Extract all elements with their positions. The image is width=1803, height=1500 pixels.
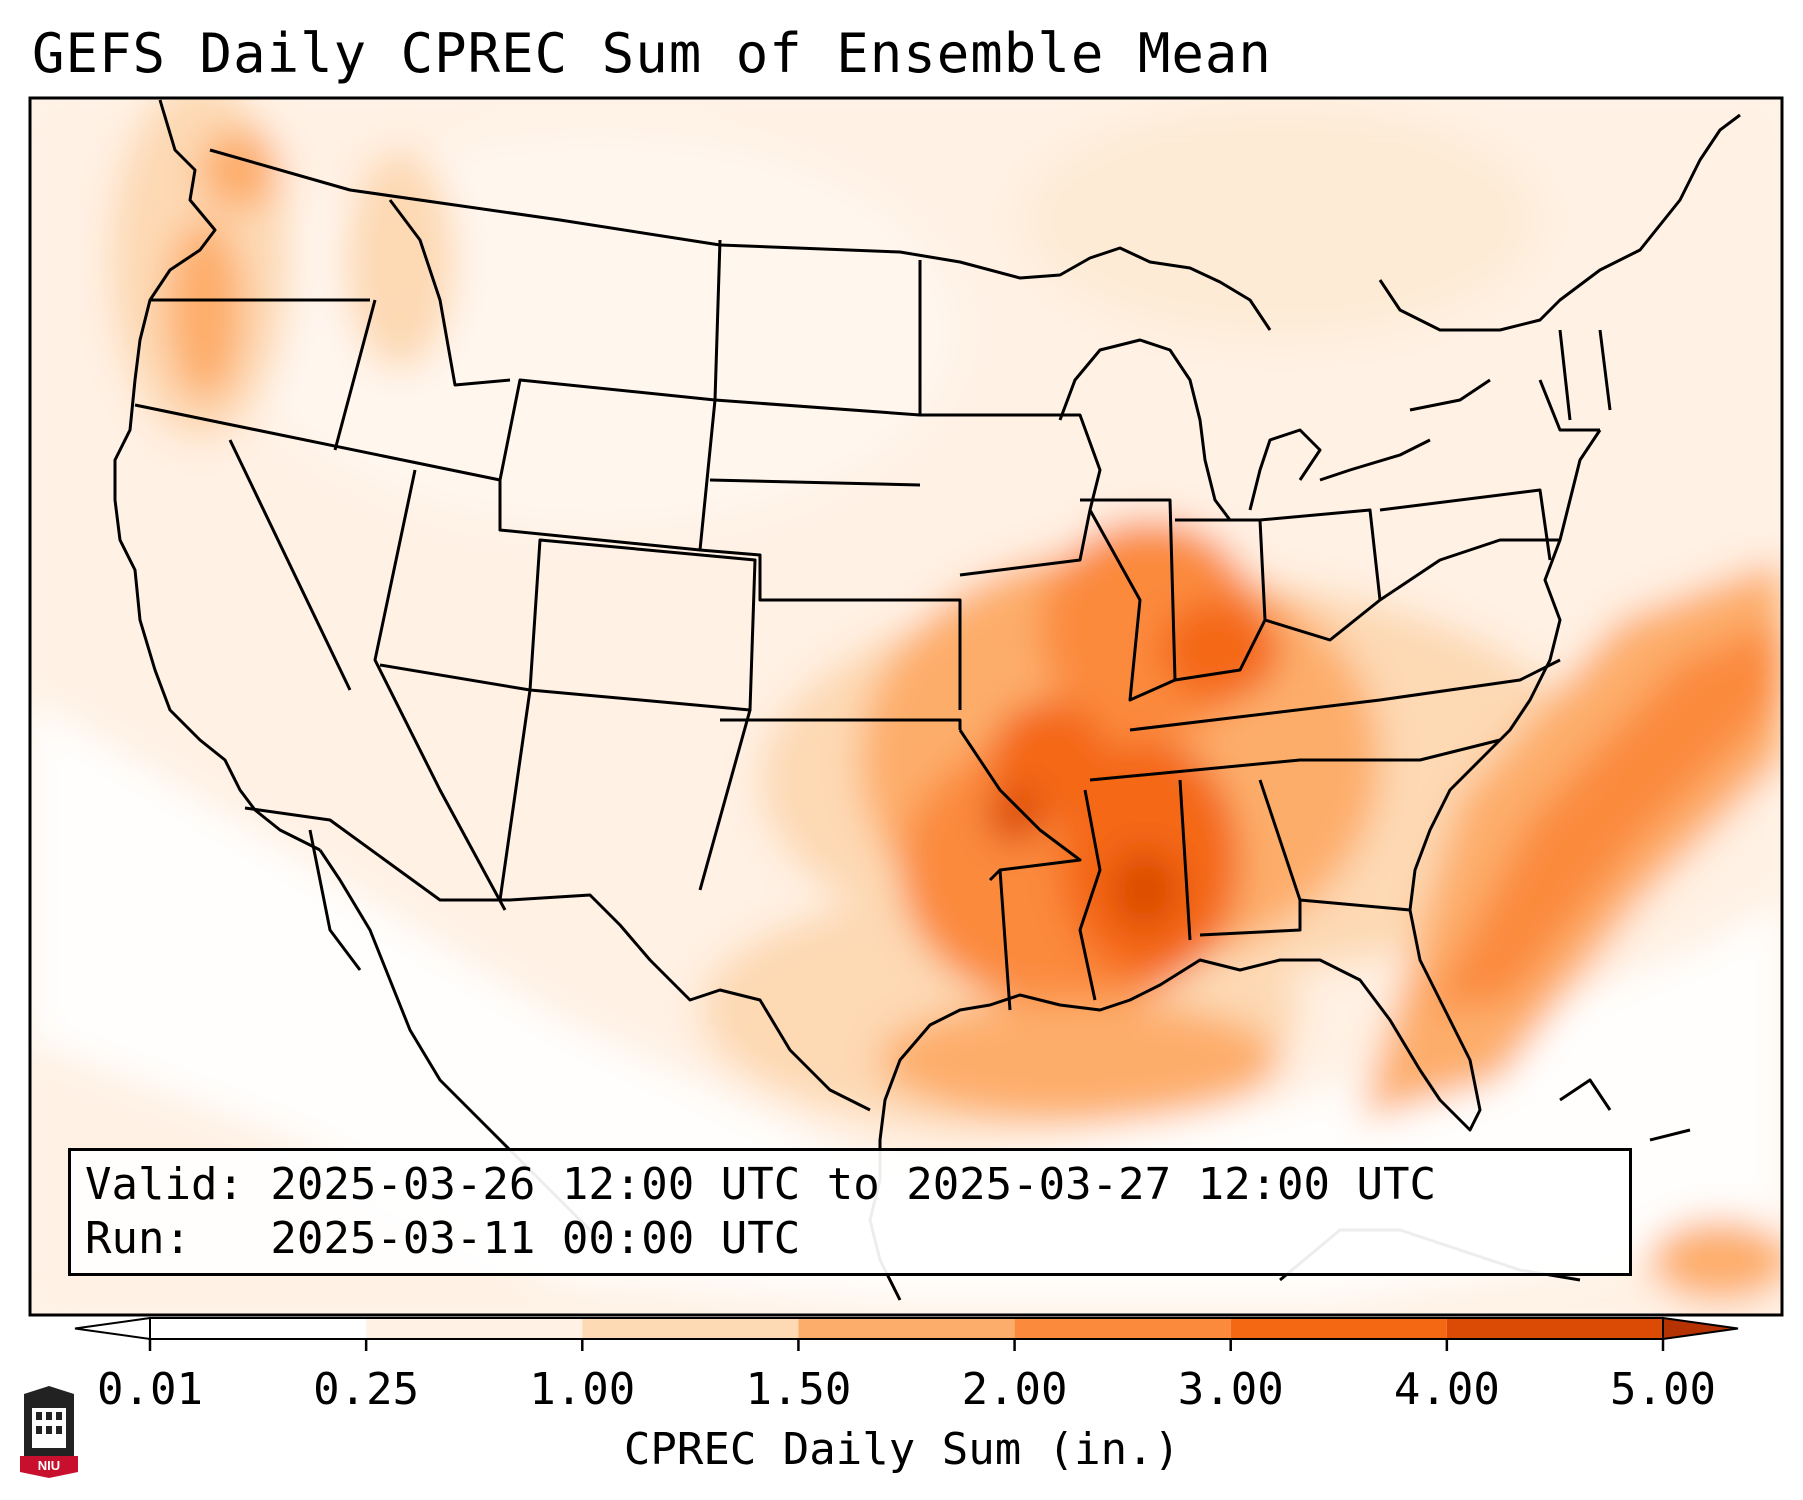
map-frame [28,96,1784,1317]
colorbar-tick-label: 0.01 [97,1364,203,1415]
valid-time-box: Valid: 2025-03-26 12:00 UTC to 2025-03-2… [68,1148,1632,1276]
colorbar-tick-label: 0.25 [313,1364,420,1415]
colorbar-extend-low [74,1316,151,1341]
colorbar-segment [582,1318,799,1339]
colorbar-tick-label: 3.00 [1177,1364,1284,1415]
colorbar-tick-label: 1.00 [529,1364,636,1415]
chart-title: GEFS Daily CPREC Sum of Ensemble Mean [32,22,1272,85]
valid-time-text: Valid: 2025-03-26 12:00 UTC to 2025-03-2… [85,1159,1437,1210]
colorbar-segment [1446,1318,1663,1339]
colorbar-segment [366,1318,583,1339]
colorbar-label: CPREC Daily Sum (in.) [623,1424,1181,1475]
colorbar-tick-label: 2.00 [961,1364,1068,1415]
colorbar-tick-label: 5.00 [1610,1364,1716,1415]
colorbar-tick-label: 4.00 [1393,1364,1500,1415]
colorbar-tick-label: 1.50 [745,1364,852,1415]
colorbar-segment [150,1318,367,1339]
colorbar-segment [1014,1318,1231,1339]
university-tower-icon: NIU [20,1386,78,1478]
run-time-text: Run: 2025-03-11 00:00 UTC [85,1213,801,1264]
colorbar-segment [798,1318,1015,1339]
colorbar-extend-high [1662,1316,1739,1341]
colorbar-segment [1230,1318,1447,1339]
svg-text:NIU: NIU [38,1458,60,1473]
